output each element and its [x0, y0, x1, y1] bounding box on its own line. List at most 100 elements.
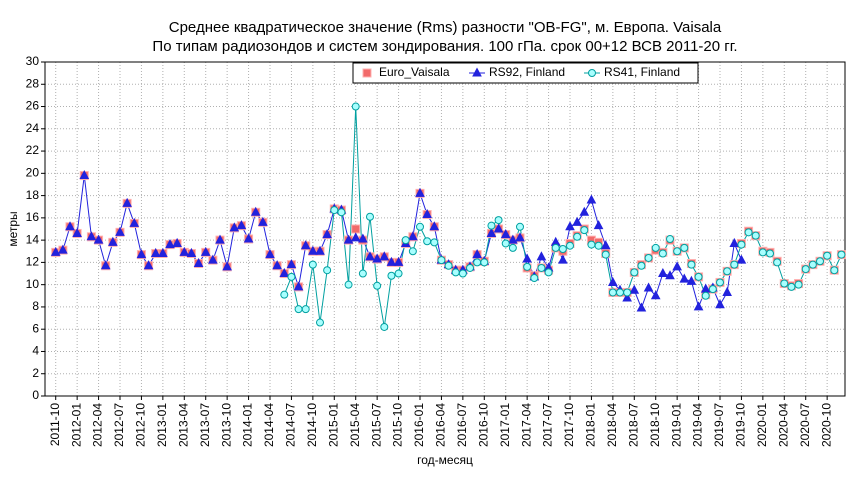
marker-triangle [608, 276, 618, 286]
marker-triangle [665, 270, 675, 280]
marker-triangle [286, 259, 297, 269]
marker-triangle [179, 246, 190, 256]
series-line [55, 175, 742, 310]
x-tick-label: 2015-04 [348, 403, 362, 447]
marker-triangle [600, 240, 611, 250]
marker-circle [451, 268, 460, 277]
marker-circle [758, 248, 767, 257]
marker-triangle [650, 290, 661, 300]
marker-triangle [229, 222, 240, 232]
marker-triangle [522, 253, 532, 263]
marker-circle [808, 260, 817, 269]
marker-triangle [65, 221, 75, 231]
marker-triangle [300, 240, 311, 250]
marker-circle [330, 206, 339, 215]
legend-box [352, 62, 699, 84]
marker-triangle [686, 275, 697, 285]
marker-triangle [558, 254, 568, 264]
marker-triangle [422, 208, 432, 219]
marker-triangle [622, 292, 632, 302]
marker-triangle [215, 234, 225, 244]
marker-triangle [500, 229, 511, 239]
marker-triangle [308, 245, 318, 255]
marker-triangle [108, 236, 118, 246]
marker-circle [516, 222, 524, 231]
x-tick-label: 2015-01 [326, 403, 340, 447]
marker-circle [766, 249, 774, 258]
marker-triangle [515, 232, 525, 242]
marker-circle [280, 290, 289, 299]
marker-circle [387, 271, 396, 280]
x-tick-label: 2016-07 [455, 403, 469, 447]
marker-triangle [379, 251, 390, 261]
marker-circle [523, 262, 532, 271]
x-tick-label: 2017-04 [519, 403, 533, 447]
marker-circle [630, 268, 639, 277]
marker-triangle [722, 286, 732, 296]
chart-subtitle: По типам радиозондов и систем зондирован… [152, 38, 737, 55]
marker-circle [373, 281, 382, 290]
marker-circle [537, 263, 546, 272]
marker-triangle [565, 221, 575, 231]
marker-triangle [186, 247, 197, 257]
x-tick-label: 2014-07 [284, 403, 298, 447]
marker-triangle [372, 253, 382, 263]
legend-marker [362, 68, 372, 78]
marker-circle [316, 318, 324, 327]
marker-triangle [508, 234, 518, 244]
marker-triangle [643, 282, 654, 292]
marker-circle [466, 263, 474, 272]
marker-circle [401, 236, 410, 245]
marker-circle [337, 208, 346, 217]
x-tick-label: 2019-04 [691, 403, 705, 447]
marker-circle [644, 253, 653, 262]
plot-frame [44, 61, 846, 397]
marker-circle [666, 235, 674, 244]
marker-circle [294, 305, 303, 314]
marker-triangle [272, 260, 282, 270]
marker-circle [573, 232, 582, 241]
marker-circle [566, 241, 574, 250]
marker-triangle [165, 239, 175, 249]
marker-circle [458, 269, 467, 278]
marker-triangle [658, 267, 668, 278]
marker-circle [501, 239, 510, 248]
marker-circle [308, 260, 317, 269]
marker-circle [608, 288, 617, 297]
marker-triangle [579, 206, 590, 216]
y-tick-label: 14 [26, 232, 40, 246]
marker-triangle [193, 257, 204, 268]
marker-triangle [129, 217, 140, 227]
x-tick-label: 2013-01 [155, 403, 169, 447]
marker-circle [394, 269, 403, 278]
marker-circle [716, 278, 724, 287]
marker-triangle [415, 187, 425, 197]
marker-triangle [58, 244, 68, 254]
marker-triangle [679, 273, 690, 283]
marker-triangle [386, 256, 397, 266]
marker-triangle [115, 226, 125, 236]
marker-circle [616, 288, 624, 297]
marker-triangle [408, 231, 418, 241]
marker-triangle [358, 233, 368, 243]
marker-triangle [693, 301, 704, 311]
x-tick-label: 2015-10 [391, 403, 405, 447]
x-tick-label: 2018-04 [605, 403, 619, 447]
marker-triangle [208, 254, 218, 264]
marker-triangle [429, 221, 440, 231]
legend-label: RS92, Finland [489, 65, 565, 79]
y-axis-label: метры [6, 211, 20, 246]
x-tick-label: 2019-01 [669, 403, 683, 447]
marker-circle [530, 273, 539, 282]
marker-circle [494, 216, 503, 225]
marker-circle [751, 231, 760, 240]
marker-triangle [493, 223, 504, 233]
marker-circle [594, 241, 603, 250]
marker-triangle [279, 267, 290, 278]
marker-triangle [593, 220, 604, 230]
x-tick-label: 2012-07 [112, 403, 126, 447]
marker-triangle [636, 302, 647, 312]
marker-triangle [93, 234, 104, 244]
marker-circle [708, 285, 717, 294]
marker-triangle [293, 281, 304, 291]
